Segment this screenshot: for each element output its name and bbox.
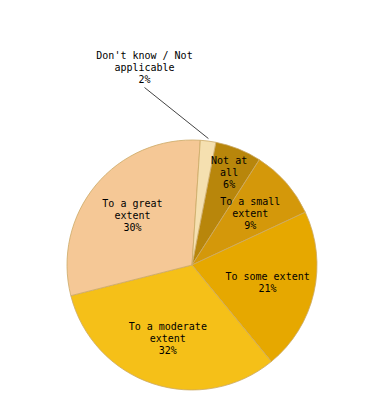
chart: Not atall6% To a smallextent9% To some ext… <box>0 0 384 400</box>
slice-label: To some extent21% <box>225 271 309 294</box>
labels: Not atall6% To a smallextent9% To some ext… <box>96 50 309 356</box>
slice-label: Not atall6% <box>211 155 247 190</box>
slice-label: Don't know / Notapplicable2% <box>96 50 192 85</box>
pie <box>67 140 317 390</box>
leader-line <box>145 88 209 139</box>
slice-label: To a greatextent30% <box>102 198 162 233</box>
slice-label: To a moderateextent32% <box>129 321 207 356</box>
slice-label: To a smallextent9% <box>220 196 280 231</box>
pie-slice <box>67 140 200 296</box>
chart-container: Not atall6% To a smallextent9% To some ext… <box>0 0 384 400</box>
